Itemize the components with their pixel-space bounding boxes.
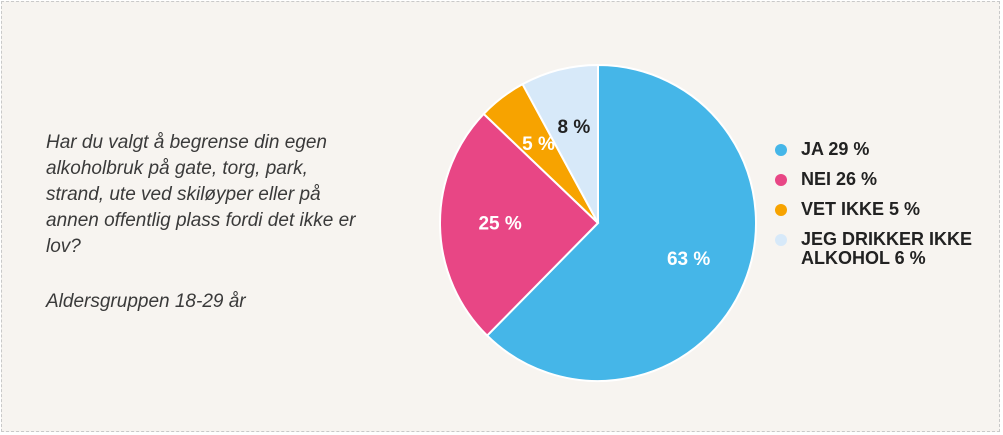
- legend-label-vet-ikke: VET IKKE 5 %: [801, 199, 921, 219]
- pie-slice-label-0: 63 %: [667, 249, 710, 270]
- question-text: Har du valgt å begrense din egen alkohol…: [46, 132, 356, 257]
- pie-slice-3: [521, 63, 599, 224]
- pie-slice-0: [485, 63, 757, 382]
- legend-item-nei: NEI 26 %: [775, 170, 991, 189]
- legend: JA 29 % NEI 26 % VET IKKE 5 % JEG DRIKKE…: [775, 140, 991, 279]
- legend-swatch-ja: [775, 144, 787, 156]
- legend-swatch-nei: [775, 174, 787, 186]
- pie-slice-label-3: 8 %: [558, 117, 591, 138]
- pie-slice-label-2: 5 %: [522, 134, 555, 155]
- legend-item-drikker-ikke: JEG DRIKKER IKKE ALKOHOL 6 %: [775, 230, 991, 268]
- legend-label-drikker-ikke: JEG DRIKKER IKKE ALKOHOL 6 %: [801, 229, 973, 268]
- legend-swatch-vet-ikke: [775, 204, 787, 216]
- legend-label-nei: NEI 26 %: [801, 169, 878, 189]
- pie-slice-1: [439, 112, 600, 338]
- legend-item-ja: JA 29 %: [775, 140, 991, 159]
- legend-swatch-drikker-ikke: [775, 234, 787, 246]
- pie-slice-label-1: 25 %: [478, 214, 521, 235]
- legend-item-vet-ikke: VET IKKE 5 %: [775, 200, 991, 219]
- age-group-subtitle: Aldersgruppen 18-29 år: [46, 291, 246, 312]
- legend-label-ja: JA 29 %: [801, 139, 870, 159]
